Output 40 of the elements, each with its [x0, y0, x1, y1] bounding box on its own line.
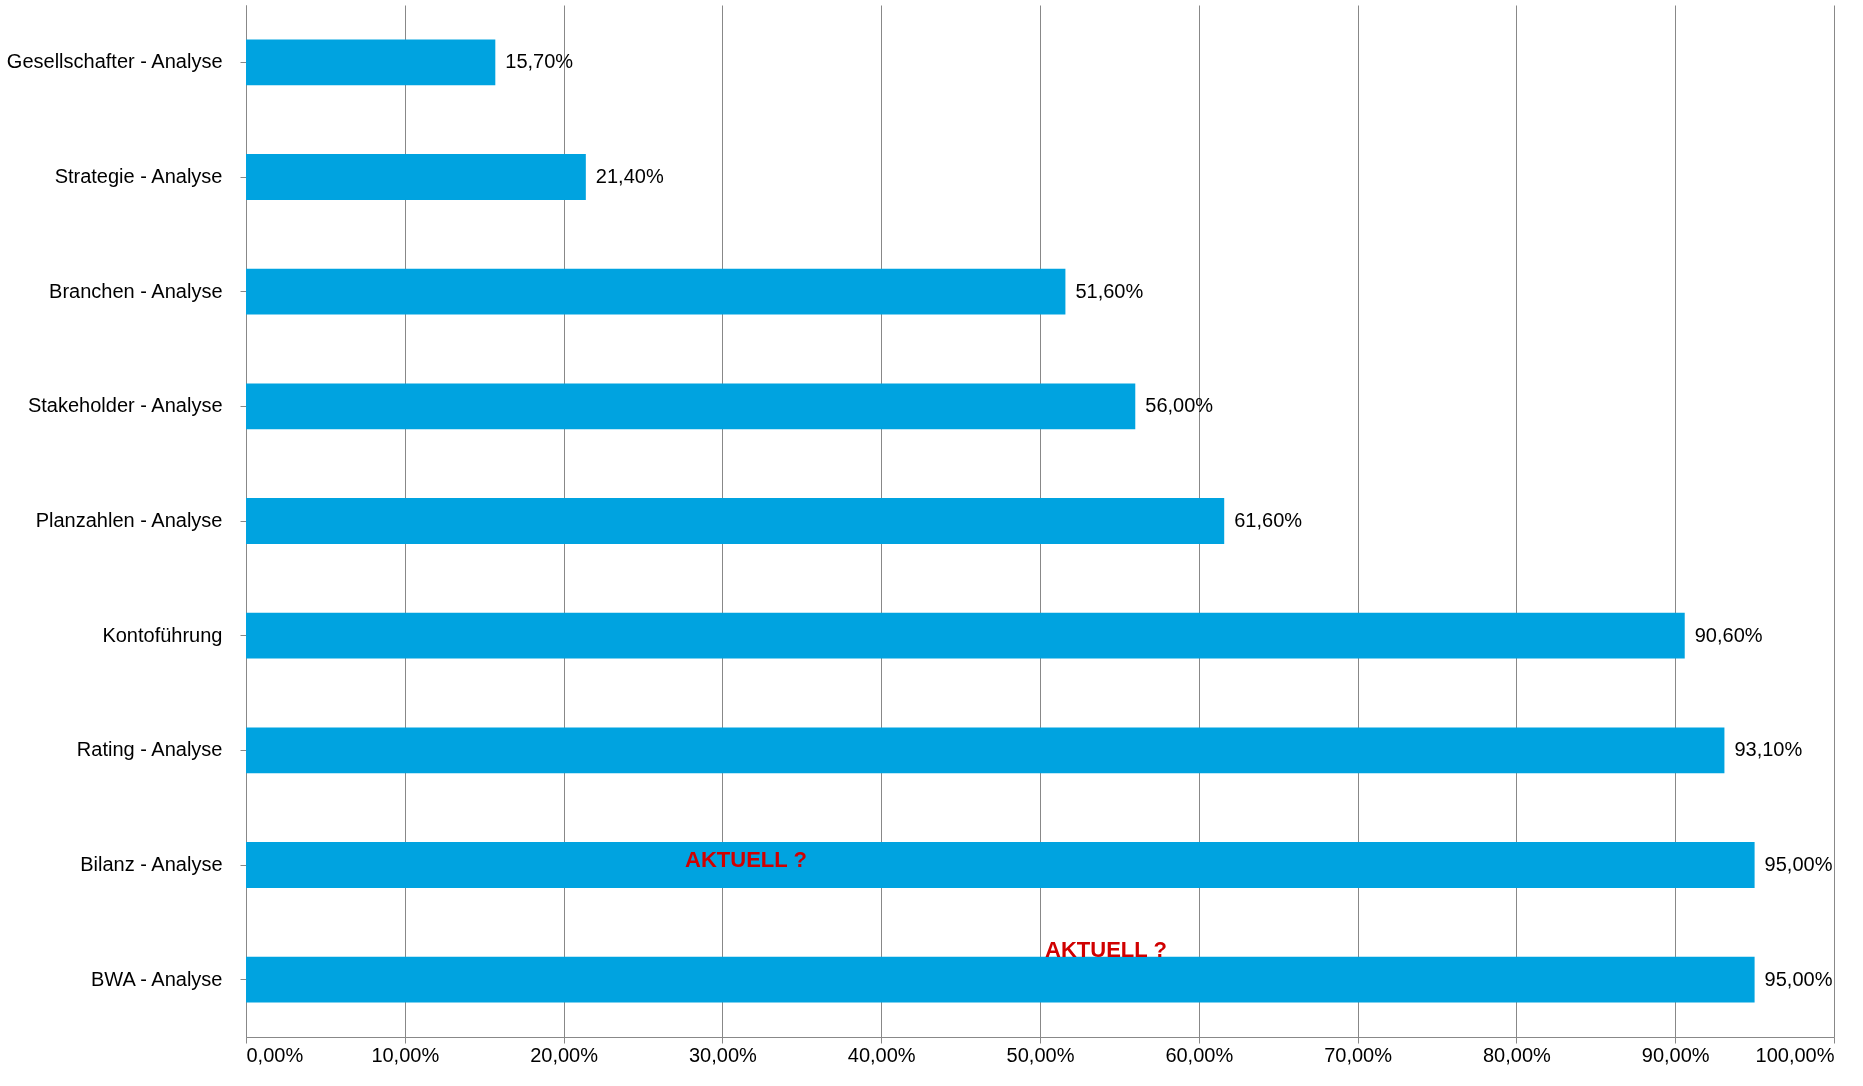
bar — [246, 956, 1755, 1003]
y-tick-label: Stakeholder - Analyse — [27, 394, 223, 417]
data-label: 15,70% — [505, 50, 574, 73]
x-tick-label: 0,00% — [246, 1043, 304, 1066]
y-tick-label: Planzahlen - Analyse — [35, 509, 223, 531]
y-tick-label: Strategie - Analyse — [54, 165, 223, 187]
x-tick-label: 10,00% — [371, 1043, 440, 1066]
y-tick-label: Rating - Analyse — [76, 738, 223, 761]
x-tick-label: 90,00% — [1641, 1043, 1710, 1066]
data-label: 95,00% — [1764, 967, 1833, 990]
y-tick-label: Bilanz - Analyse — [80, 853, 223, 875]
bar — [246, 383, 1136, 430]
x-tick-label: 80,00% — [1482, 1043, 1552, 1066]
y-tick-label: Kontoführung — [102, 623, 223, 646]
bar — [246, 727, 1725, 774]
data-label: 56,00% — [1145, 394, 1214, 417]
data-label: 93,10% — [1734, 738, 1803, 761]
x-tick-label: 50,00% — [1006, 1043, 1075, 1066]
bar — [246, 268, 1066, 315]
x-tick-label: 20,00% — [530, 1043, 599, 1066]
y-tick-label: Gesellschafter - Analyse — [6, 50, 223, 73]
x-tick-label: 60,00% — [1165, 1043, 1234, 1066]
annotation: AKTUELL ? — [1045, 937, 1167, 962]
y-tick-label: BWA - Analyse — [90, 967, 223, 990]
y-tick-label: Branchen - Analyse — [49, 279, 223, 302]
annotation: AKTUELL ? — [685, 847, 807, 872]
x-tick-label: 70,00% — [1324, 1043, 1393, 1066]
bar — [246, 842, 1755, 888]
data-label: 90,60% — [1694, 623, 1763, 646]
bar — [246, 39, 496, 86]
data-label: 51,60% — [1075, 279, 1144, 302]
bar — [246, 612, 1685, 659]
x-tick-label: 40,00% — [847, 1043, 916, 1066]
data-label: 61,60% — [1234, 509, 1303, 531]
bar — [246, 498, 1225, 544]
x-tick-label: 30,00% — [688, 1043, 758, 1066]
x-tick-label: 100,00% — [1755, 1043, 1835, 1066]
data-label: 95,00% — [1764, 853, 1833, 875]
bar — [246, 154, 586, 200]
data-label: 21,40% — [595, 165, 664, 187]
